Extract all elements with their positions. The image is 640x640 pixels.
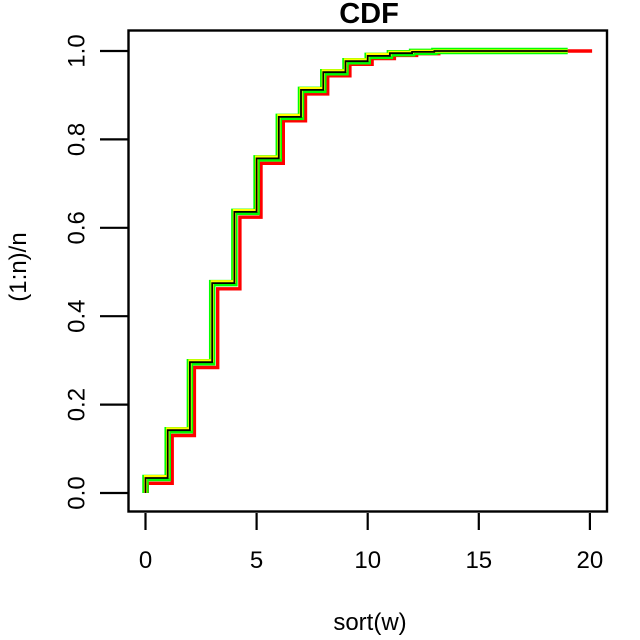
- y-tick-label-0: 0.0: [64, 476, 91, 509]
- ecdf-curves: [142, 47, 593, 493]
- plot-border: [127, 29, 609, 513]
- y-tick-label-2: 0.4: [64, 300, 91, 333]
- x-tick-label-0: 0: [139, 547, 152, 574]
- y-tick-label-4: 0.8: [64, 123, 91, 156]
- y-tick-label-5: 1.0: [64, 34, 91, 67]
- x-tick-label-4: 20: [577, 547, 604, 574]
- x-axis-ticks: 0 5 10 15 20: [139, 513, 603, 574]
- x-tick-label-1: 5: [250, 547, 263, 574]
- x-axis-label: sort(w): [333, 609, 406, 636]
- y-axis-ticks: 0.0 0.2 0.4 0.6 0.8 1.0: [64, 34, 128, 510]
- y-axis-label: (1:n)/n: [5, 232, 32, 301]
- y-tick-label-1: 0.2: [64, 388, 91, 421]
- red-ecdf-curve: [145, 49, 593, 493]
- y-tick-label-3: 0.6: [64, 211, 91, 244]
- yellow-ecdf-curve: [143, 49, 568, 493]
- green-ecdf-curve: [142, 47, 568, 493]
- x-tick-label-2: 10: [354, 547, 381, 574]
- x-tick-label-3: 15: [465, 547, 492, 574]
- black-ecdf-curve: [144, 50, 568, 493]
- chart-title: CDF: [339, 0, 399, 30]
